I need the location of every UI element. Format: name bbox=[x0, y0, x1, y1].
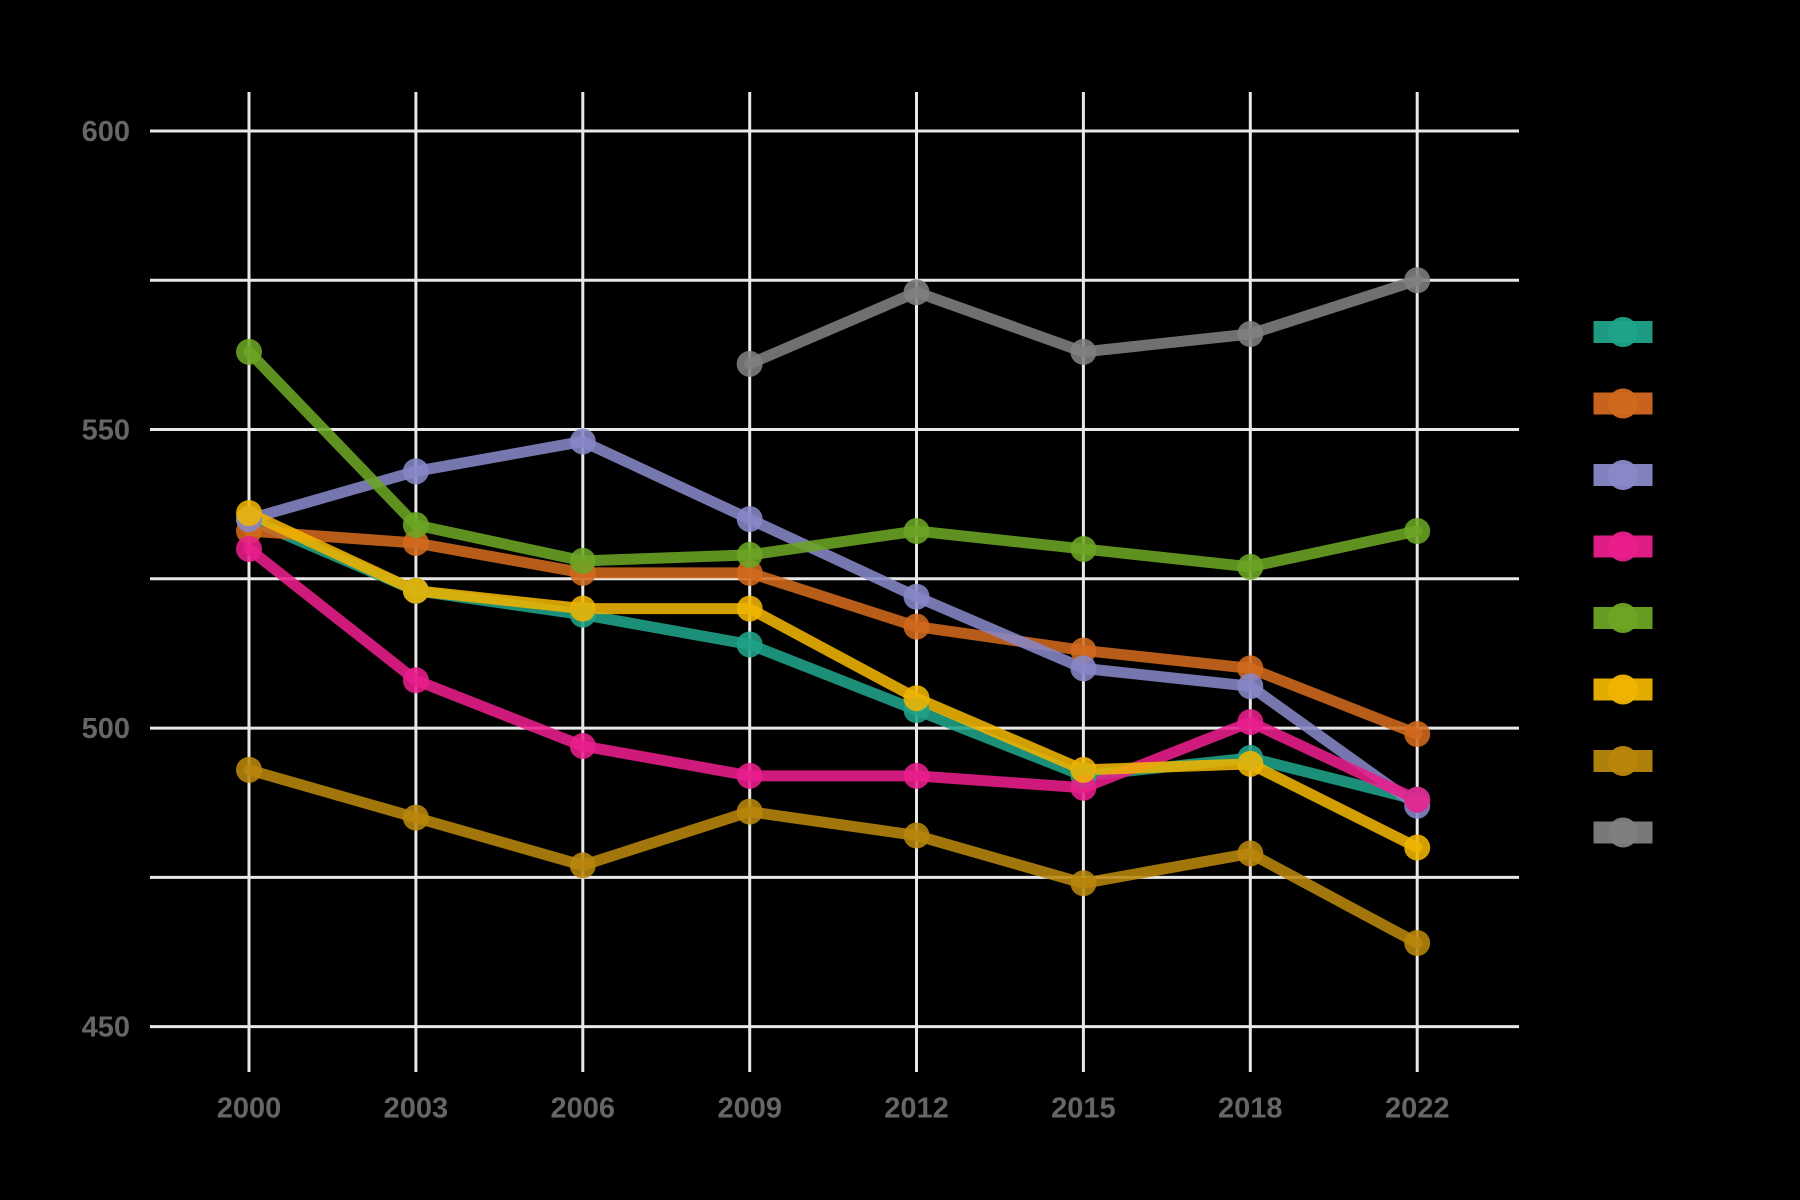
svg-text:450: 450 bbox=[82, 1012, 130, 1044]
svg-text:2022: 2022 bbox=[1385, 1093, 1450, 1125]
svg-text:2009: 2009 bbox=[717, 1093, 782, 1125]
svg-text:2006: 2006 bbox=[551, 1093, 616, 1125]
svg-text:2012: 2012 bbox=[884, 1093, 949, 1125]
svg-text:600: 600 bbox=[82, 116, 130, 148]
svg-text:2003: 2003 bbox=[384, 1093, 449, 1125]
svg-text:550: 550 bbox=[82, 415, 130, 447]
svg-text:500: 500 bbox=[82, 713, 130, 745]
svg-text:2018: 2018 bbox=[1218, 1093, 1283, 1125]
svg-text:2015: 2015 bbox=[1051, 1093, 1116, 1125]
svg-text:2000: 2000 bbox=[217, 1093, 282, 1125]
